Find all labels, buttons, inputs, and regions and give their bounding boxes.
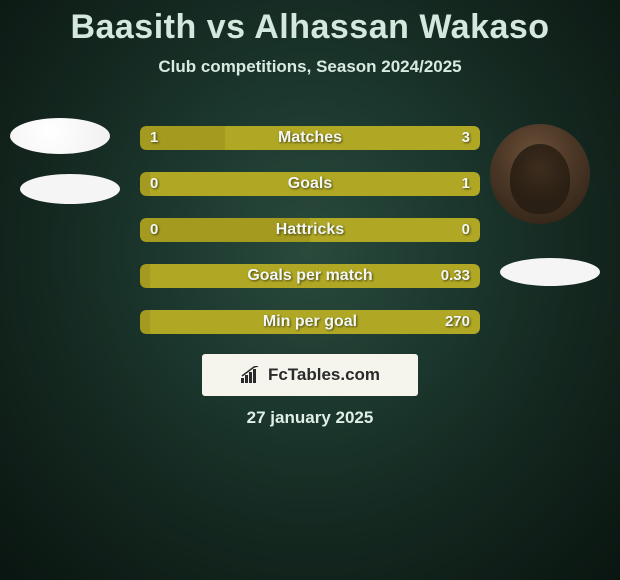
stat-row: Goals per match0.33 xyxy=(140,264,480,288)
page-title: Baasith vs Alhassan Wakaso xyxy=(0,8,620,47)
stat-label: Matches xyxy=(140,126,480,150)
stat-value-left: 0 xyxy=(150,218,158,242)
stats-list: Matches13Goals01Hattricks00Goals per mat… xyxy=(140,126,480,356)
chart-icon xyxy=(240,366,262,384)
stat-label: Hattricks xyxy=(140,218,480,242)
brand-text: FcTables.com xyxy=(268,365,380,385)
date-label: 27 january 2025 xyxy=(0,408,620,428)
comparison-card: Baasith vs Alhassan Wakaso Club competit… xyxy=(0,0,620,580)
stat-row: Matches1 3 xyxy=(140,126,480,150)
stat-label: Min per goal xyxy=(140,310,480,334)
stat-value-left: 1 xyxy=(150,126,158,150)
player-right-avatar xyxy=(490,124,590,224)
stat-row: Hattricks0 0 xyxy=(140,218,480,242)
stat-row: Goals0 1 xyxy=(140,172,480,196)
subtitle: Club competitions, Season 2024/2025 xyxy=(0,57,620,77)
player-left-avatar xyxy=(10,118,110,154)
stat-row: Min per goal270 xyxy=(140,310,480,334)
stat-value-right: 0 xyxy=(462,218,470,242)
stat-label: Goals per match xyxy=(140,264,480,288)
stat-value-right: 0.33 xyxy=(441,264,470,288)
stat-value-right: 1 xyxy=(462,172,470,196)
player-right-flag xyxy=(500,258,600,286)
stat-value-left: 0 xyxy=(150,172,158,196)
stat-label: Goals xyxy=(140,172,480,196)
stat-value-right: 270 xyxy=(445,310,470,334)
stat-value-right: 3 xyxy=(462,126,470,150)
brand-badge[interactable]: FcTables.com xyxy=(202,354,418,396)
player-left-flag xyxy=(20,174,120,204)
